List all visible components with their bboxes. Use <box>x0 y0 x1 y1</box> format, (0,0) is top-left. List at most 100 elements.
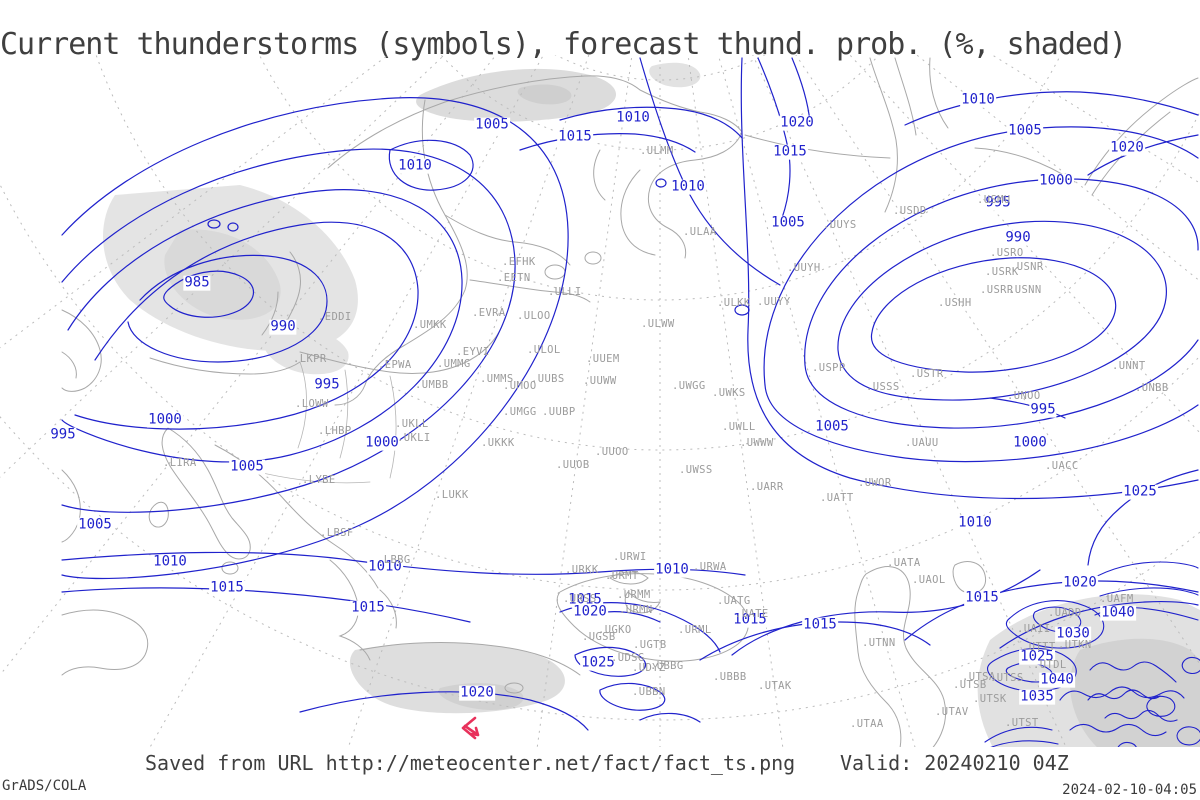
station-label: .UUWW <box>583 375 617 387</box>
station-label: .LYBE <box>302 474 336 486</box>
station-label: .UWSS <box>679 464 713 476</box>
probability-shading-layer <box>103 62 1200 747</box>
station-label: .UKLI <box>397 432 431 444</box>
isobar-label: 1015 <box>772 143 808 160</box>
isobar-label: 1040 <box>1039 671 1075 688</box>
station-label: .UGKO <box>598 624 632 636</box>
station-label: .EPWA <box>378 359 412 371</box>
station-label: .UGSB <box>582 631 616 643</box>
station-label: .LBBG <box>377 554 411 566</box>
grads-credit: GrADS/COLA <box>2 778 87 794</box>
station-label: .USHH <box>938 297 972 309</box>
station-label: .ULLI <box>548 286 582 298</box>
isobar-label: 1020 <box>572 603 608 620</box>
station-label: .UTSK <box>973 693 1007 705</box>
station-label: .UTDL <box>1033 659 1067 671</box>
station-label: .UTTT <box>1022 641 1056 653</box>
isobar-label: 1010 <box>654 561 690 578</box>
isobar-layer <box>61 57 1199 731</box>
station-label: .URML <box>678 624 712 636</box>
isobar-label: 1015 <box>557 128 593 145</box>
station-label: .USNR <box>1010 261 1044 273</box>
isobar-label: 1010 <box>152 553 188 570</box>
station-label: .UUYY <box>757 296 791 308</box>
station-label: .UTAK <box>758 680 792 692</box>
isobar-label: 1010 <box>615 109 651 126</box>
station-label: .UUBS <box>531 373 565 385</box>
station-label: .UMGG <box>503 406 537 418</box>
isobar-label: 1015 <box>964 589 1000 606</box>
coastline-layer <box>61 57 1199 747</box>
isobar-label: 1010 <box>397 157 433 174</box>
station-label: .UGTB <box>633 639 667 651</box>
station-label: .LOWW <box>295 398 329 410</box>
isobar-label: 995 <box>313 376 341 393</box>
isobar-label: 990 <box>269 318 297 335</box>
isobar-label: 1015 <box>802 616 838 633</box>
station-label: .UATT <box>820 492 854 504</box>
isobar-label: 1010 <box>670 178 706 195</box>
station-label: .EDDI <box>318 311 352 323</box>
station-label: .EYVI <box>456 346 490 358</box>
station-label: .URMN <box>619 604 653 616</box>
isobar-label: 1005 <box>814 418 850 435</box>
isobar-label: 1015 <box>209 579 245 596</box>
station-label: .EETN <box>497 272 531 284</box>
station-label: .USTR <box>910 368 944 380</box>
valid-time-label: Valid: 20240210 04Z <box>840 751 1069 775</box>
station-label: .UDSG <box>611 652 645 664</box>
station-label: .UTNN <box>862 637 896 649</box>
station-label: .UNBB <box>1135 382 1169 394</box>
station-label: .UWGG <box>672 380 706 392</box>
isobar-label: 1015 <box>350 599 386 616</box>
station-label: .UDYZ <box>632 662 666 674</box>
isobar-label: 1000 <box>1038 172 1074 189</box>
source-url-note: Saved from URL http://meteocenter.net/fa… <box>145 751 796 775</box>
station-label: .EFHK <box>502 256 536 268</box>
station-label: .UMOO <box>503 380 537 392</box>
station-label: .URWI <box>613 551 647 563</box>
station-label: .ULOO <box>517 310 551 322</box>
station-label: .LHBP <box>318 425 352 437</box>
footer-row: Saved from URL http://meteocenter.net/fa… <box>0 751 1200 775</box>
isobar-label: 995 <box>984 194 1012 211</box>
station-label: .UKLL <box>395 418 429 430</box>
map-title: Current thunderstorms (symbols), forecas… <box>0 27 1127 62</box>
station-label: .LKPR <box>293 353 327 365</box>
isobar-label: 1005 <box>229 458 265 475</box>
station-label: .LUKK <box>435 489 469 501</box>
station-label: .USRO <box>990 247 1024 259</box>
isobar-label: 995 <box>49 426 77 443</box>
thunderstorm-symbol <box>461 716 480 740</box>
isobar-label: 1040 <box>1100 604 1136 621</box>
station-label: .UWLL <box>722 421 756 433</box>
isobar-label: 1025 <box>1122 483 1158 500</box>
station-label: .UADD <box>1048 607 1082 619</box>
isobar-label: 1030 <box>1055 625 1091 642</box>
generation-timestamp: 2024-02-10-04:05 <box>1062 782 1197 798</box>
station-label: .ULMM <box>640 145 674 157</box>
station-label: .UAFM <box>1100 593 1134 605</box>
isobar-label: 990 <box>1004 229 1032 246</box>
station-label: .UTSB <box>953 679 987 691</box>
station-label: .UTAA <box>850 718 884 730</box>
station-label: .ULKK <box>717 297 751 309</box>
station-label: .UMBB <box>415 379 449 391</box>
station-label: .UKKK <box>481 437 515 449</box>
isobar-label: 1005 <box>770 214 806 231</box>
isobar-label: 1010 <box>957 514 993 531</box>
station-label: .UUEM <box>586 353 620 365</box>
station-label: .UATA <box>887 557 921 569</box>
station-label: .URKK <box>565 564 599 576</box>
station-label: .ULAA <box>683 226 717 238</box>
station-label: .USNN <box>1008 284 1042 296</box>
station-label: .ULWW <box>641 318 675 330</box>
station-label: .URWA <box>693 561 727 573</box>
isobar-label: 1020 <box>779 114 815 131</box>
station-label: .USRR <box>980 284 1014 296</box>
station-label: .URMM <box>617 589 651 601</box>
station-label: .UBBN <box>632 686 666 698</box>
